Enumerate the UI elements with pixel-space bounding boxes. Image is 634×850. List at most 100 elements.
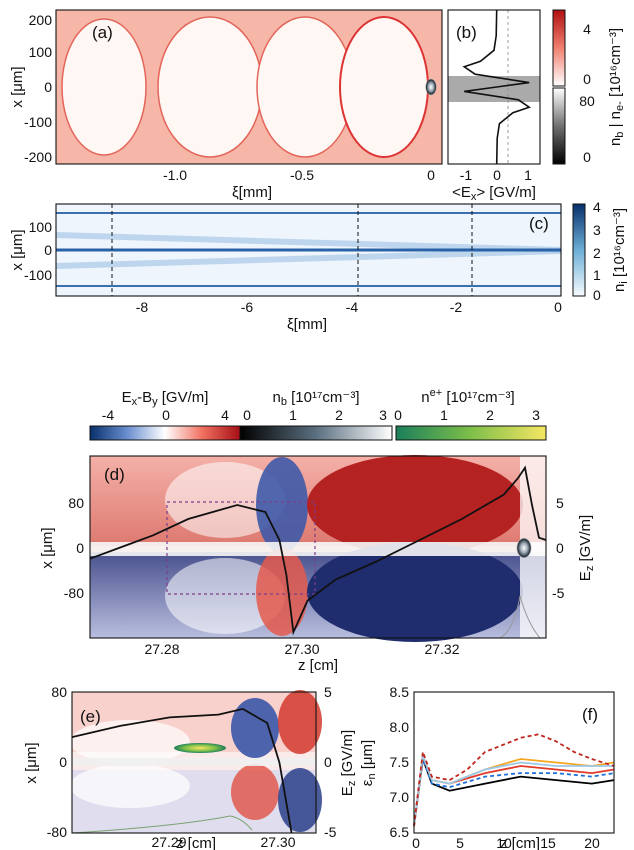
panel-d-label: (d): [104, 465, 125, 484]
y-tick-label: -80: [64, 585, 84, 601]
colorbar-c-label: ni [10¹⁶cm⁻³]: [611, 208, 630, 292]
panel-f-label: (f): [582, 705, 598, 724]
zoom-region-box: [166, 501, 316, 595]
panel-a: (a) 200 100 0 -100 -200 -1.0 -0.5 0 ξ[mm…: [9, 9, 443, 201]
panel-a-xlabel: ξ[mm]: [232, 184, 272, 201]
colorbar-title: nb [10¹⁷cm⁻³]: [273, 389, 360, 408]
x-tick-label: 20: [584, 835, 600, 850]
x-tick-label: -2: [450, 299, 463, 315]
x-tick-label: -4: [346, 299, 359, 315]
panel-b-ex-curve: [462, 9, 531, 165]
colorbar-tick: 1: [593, 267, 601, 283]
x-tick-label: 0: [554, 299, 562, 315]
positron-bunch: [174, 743, 226, 753]
colorbar-tick: 2: [486, 407, 494, 423]
y-right-tick-label: 0: [556, 540, 564, 556]
colorbar-tick: 3: [593, 222, 601, 238]
panel-a-yticks: 200 100 0 -100 -200: [24, 12, 52, 165]
colorbar-tick: 0: [243, 407, 251, 423]
y-tick-label: 8.5: [390, 684, 410, 700]
x-tick-label: -8: [136, 299, 149, 315]
beam-profile-line: [71, 815, 253, 834]
panel-b-shaded-band: [448, 76, 540, 102]
x-tick-label: 15: [540, 835, 556, 850]
colorbar-tick: 0: [162, 407, 170, 423]
panel-f-xlabel: z [cm]: [500, 835, 540, 850]
panel-c-ylabel: x [μm]: [9, 229, 26, 270]
x-tick-label: -1: [460, 167, 473, 183]
y-right-tick-label: -5: [552, 585, 565, 601]
panel-c-xlabel: ξ[mm]: [287, 316, 327, 333]
x-tick-label: 0: [412, 835, 420, 850]
x-tick-label: 27.29: [151, 834, 186, 850]
panel-b-label: (b): [456, 23, 477, 42]
panel-a-label: (a): [92, 23, 113, 42]
x-tick-label: -6: [241, 299, 254, 315]
y-tick-label: 80: [68, 495, 84, 511]
x-tick-label: 27.30: [260, 834, 295, 850]
colorbar-tick: 0: [593, 287, 601, 303]
x-tick-label: 27.32: [424, 641, 459, 657]
y-tick-label: -200: [24, 149, 52, 165]
colorbar-tick: 2: [335, 407, 343, 423]
colorbar-ab: 4 0 80 0 nb | ne- [10¹⁶cm⁻³]: [552, 9, 626, 165]
colorbar-tick: -4: [102, 407, 115, 423]
y-tick-label: -80: [47, 824, 67, 840]
plasma-bubbles: [61, 16, 437, 158]
colorbar-tick: 0: [583, 149, 591, 165]
x-tick-label: -1.0: [163, 167, 187, 183]
x-tick-label: 0: [493, 167, 501, 183]
x-tick-label: 27.30: [284, 641, 319, 657]
emittance-series-line: [413, 758, 615, 827]
top-colorbars: Ex-By [GV/m] -4 0 4 nb [10¹⁷cm⁻³] 0 1 2 …: [89, 387, 547, 441]
panel-d: (d) 80 0 -80 5 0 -5 27.28 27.30 27.32 z …: [39, 455, 596, 674]
panel-e-ez-curve: [71, 707, 293, 834]
y-tick-label: 100: [29, 44, 53, 60]
y-tick-label: 7.0: [390, 789, 410, 805]
y-tick-label: 0: [59, 754, 67, 770]
colorbar-title: Ex-By [GV/m]: [122, 389, 209, 408]
emittance-series-line: [413, 733, 615, 827]
panel-d-xlabel: z [cm]: [298, 657, 338, 674]
panel-f: (f) 8.5 8.0 7.5 7.0 6.5 0 5 10 15 20 z […: [359, 684, 615, 850]
colorbar-tick: 3: [532, 407, 540, 423]
colorbar-tick: 80: [579, 93, 595, 109]
colorbar-tick: 4: [583, 21, 591, 37]
colorbar-tick: 4: [593, 199, 601, 215]
y-tick-label: -100: [24, 267, 52, 283]
y-right-tick-label: 0: [324, 754, 332, 770]
colorbar-tick: 2: [593, 245, 601, 261]
panel-d-ylabel-right: Ez [GV/m]: [577, 515, 596, 581]
y-tick-label: 0: [76, 540, 84, 556]
panel-f-ylabel: εn [μm]: [359, 740, 378, 786]
colorbar-tick: 0: [394, 407, 402, 423]
panel-c: (c) 100 0 -100 -8 -6 -4 -2 0 ξ[mm] x [μm…: [9, 203, 562, 333]
y-tick-label: 200: [29, 12, 53, 28]
panel-f-series-group: [413, 733, 615, 827]
y-tick-label: 6.5: [390, 824, 410, 840]
colorbar-ab-label: nb | ne- [10¹⁶cm⁻³]: [607, 28, 626, 146]
emittance-series-line: [413, 755, 614, 827]
panel-b-xlabel: <Ex> [GV/m]: [452, 184, 536, 203]
y-tick-label: 80: [51, 684, 67, 700]
colorbar-tick: 1: [440, 407, 448, 423]
panel-e-label: (e): [80, 707, 101, 726]
colorbar-tick: 4: [221, 407, 229, 423]
y-tick-label: 0: [44, 242, 52, 258]
y-tick-label: 100: [29, 219, 53, 235]
panel-e-ylabel: x [μm]: [23, 742, 40, 783]
panel-d-ylabel: x [μm]: [39, 527, 56, 568]
x-tick-label: 10: [496, 835, 512, 850]
x-tick-label: 27.28: [144, 641, 179, 657]
colorbar-c: 4 3 2 1 0 ni [10¹⁶cm⁻³]: [572, 199, 630, 303]
x-tick-label: -0.5: [290, 167, 314, 183]
panel-e-xlabel: z [cm]: [176, 835, 216, 850]
emittance-series-line: [413, 758, 615, 827]
panel-b: (b) -1 0 1 <Ex> [GV/m]: [447, 9, 541, 203]
y-tick-label: 0: [44, 79, 52, 95]
colorbar-title: ne+ [10¹⁷cm⁻³]: [421, 387, 514, 406]
beam-profile-line: [499, 595, 541, 639]
panel-a-ylabel: x [μm]: [9, 66, 26, 107]
y-tick-label: -100: [24, 114, 52, 130]
